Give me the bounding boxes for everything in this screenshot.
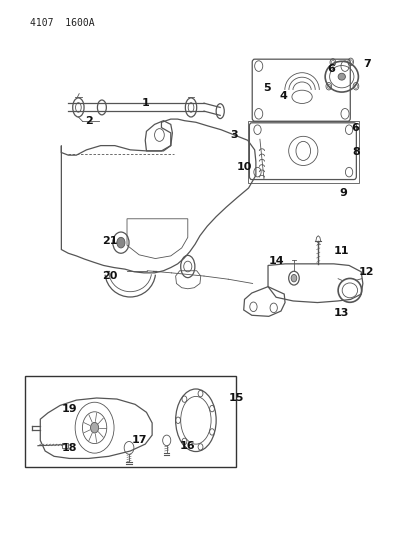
Text: 15: 15: [229, 393, 244, 403]
Text: 21: 21: [102, 236, 118, 246]
Text: 4107  1600A: 4107 1600A: [30, 18, 94, 28]
Text: 8: 8: [352, 147, 360, 157]
Circle shape: [91, 422, 99, 433]
Bar: [62, 442, 68, 448]
Text: 13: 13: [334, 308, 350, 318]
Text: 5: 5: [263, 83, 271, 93]
Text: 20: 20: [102, 271, 118, 281]
Text: 7: 7: [363, 59, 371, 69]
Circle shape: [117, 237, 125, 248]
Text: 2: 2: [84, 116, 92, 126]
Text: 14: 14: [268, 256, 284, 266]
Text: 6: 6: [328, 64, 336, 74]
Text: 17: 17: [131, 435, 147, 446]
Bar: [25, 376, 236, 467]
Text: 16: 16: [180, 441, 195, 451]
Circle shape: [291, 274, 297, 282]
Text: 11: 11: [334, 246, 350, 256]
Ellipse shape: [338, 73, 346, 80]
Text: 19: 19: [62, 403, 77, 414]
Text: 18: 18: [62, 443, 77, 453]
Text: 1: 1: [141, 98, 149, 108]
Text: 3: 3: [231, 130, 238, 140]
Text: 4: 4: [279, 91, 287, 101]
Text: 10: 10: [237, 162, 252, 172]
Text: 12: 12: [359, 267, 375, 277]
Text: 6: 6: [351, 123, 359, 133]
Text: 9: 9: [340, 188, 348, 198]
